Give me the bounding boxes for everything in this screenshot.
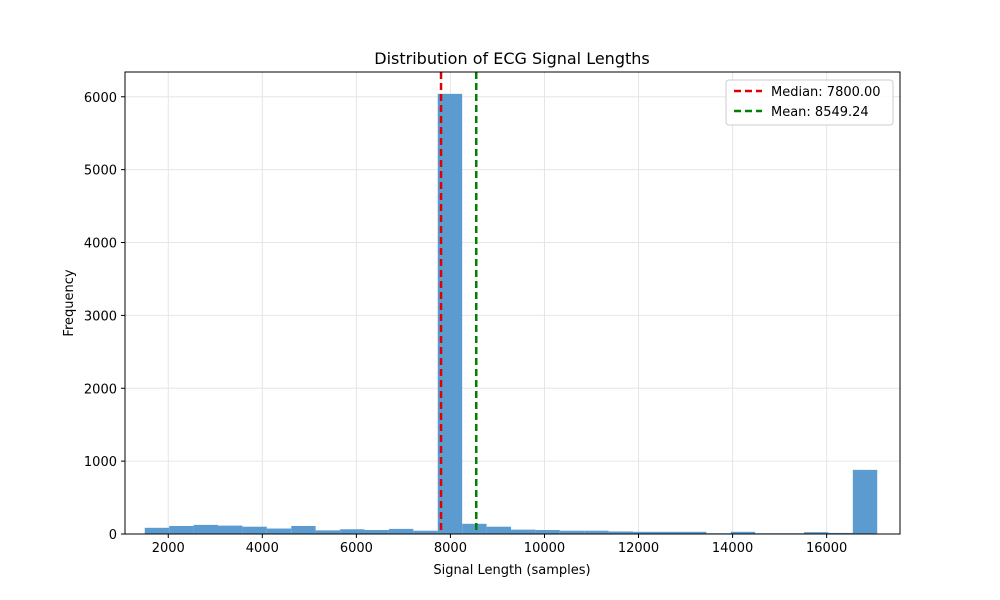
histogram-bar [364,529,389,534]
histogram-bar [486,526,511,534]
histogram-bar [828,532,853,534]
histogram-bar [437,93,463,534]
y-axis-label: Frequency [62,269,77,336]
y-tick-label: 0 [109,528,117,543]
x-tick-label: 8000 [434,541,467,556]
histogram-bar [681,531,707,534]
reference-lines [439,72,478,534]
legend-median-label: Median: 7800.00 [771,85,881,100]
chart-title: Distribution of ECG Signal Lengths [374,49,649,68]
legend: Median: 7800.00 Mean: 8549.24 [725,79,894,126]
histogram-bars [144,93,878,534]
histogram-bar [388,528,414,534]
x-tick-label: 12000 [618,541,659,556]
histogram-bar [193,524,218,534]
histogram-bar [657,531,682,534]
y-tick-label: 6000 [84,91,117,106]
y-tick-label: 4000 [84,237,117,252]
histogram-bar [413,530,438,534]
histogram-bar [559,530,585,534]
x-axis-ticks: 2000 4000 6000 8000 10000 12000 14000 16000 [152,534,847,556]
histogram-bar [291,525,316,534]
x-tick-label: 4000 [246,541,279,556]
x-tick-label: 16000 [806,541,847,556]
histogram-bar [608,531,634,534]
histogram-bar [242,526,267,534]
y-axis-ticks: 0 1000 2000 3000 4000 5000 6000 [84,91,125,543]
histogram-bar [803,532,829,534]
histogram-bar [266,528,292,534]
plot-frame [124,71,901,535]
histogram-bar [169,525,194,534]
histogram-bar [633,531,658,534]
y-tick-label: 1000 [84,455,117,470]
histogram-bar [315,530,341,534]
histogram-bar [144,527,170,534]
histogram-bar [340,529,365,534]
histogram-bar [852,469,878,534]
grid [125,72,900,535]
histogram-bar [730,531,756,534]
y-tick-label: 5000 [84,164,117,179]
x-tick-label: 10000 [524,541,565,556]
x-tick-label: 6000 [340,541,373,556]
histogram-bar [584,530,609,534]
x-tick-label: 2000 [152,541,185,556]
histogram-bar [535,529,560,534]
histogram-bar [218,525,243,534]
legend-mean-label: Mean: 8549.24 [771,105,869,120]
x-tick-label: 14000 [712,541,753,556]
y-tick-label: 3000 [84,309,117,324]
legend-box [725,79,894,126]
histogram-bar [462,523,487,534]
y-tick-label: 2000 [84,382,117,397]
histogram-bar [510,529,536,534]
x-axis-label: Signal Length (samples) [433,563,590,578]
